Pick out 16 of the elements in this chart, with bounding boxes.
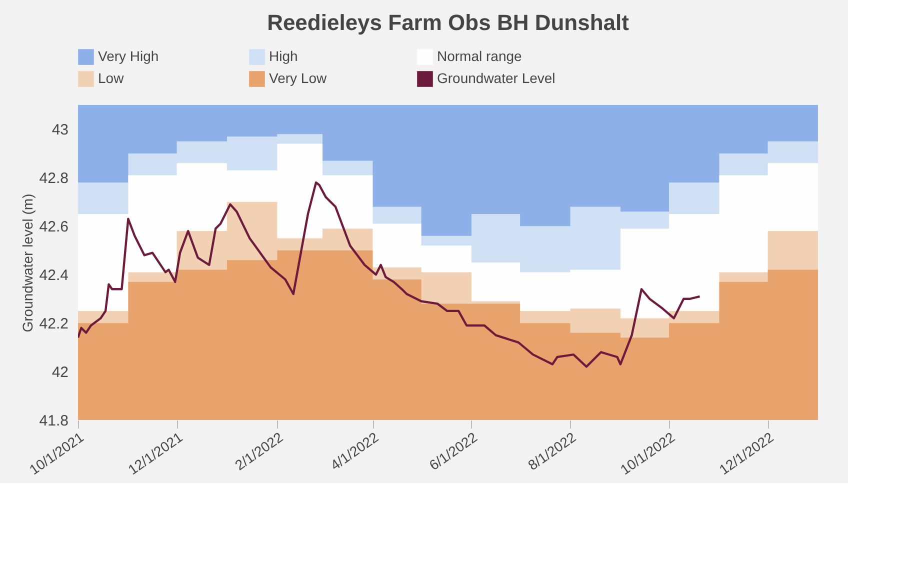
legend-label: High (269, 48, 298, 64)
y-tick-label: 42.6 (39, 218, 68, 236)
legend-label: Groundwater Level (437, 70, 556, 86)
y-tick-label: 43 (52, 122, 68, 139)
chart-title: Reedieleys Farm Obs BH Dunshalt (267, 10, 630, 35)
y-tick-label: 42.8 (39, 170, 68, 188)
y-tick-label: 42.2 (39, 316, 68, 333)
legend-label: Very High (98, 48, 159, 64)
y-axis-title: Groundwater level (m) (19, 194, 36, 332)
y-tick-label: 42.4 (39, 267, 68, 284)
legend-label: Low (98, 70, 125, 86)
legend-label: Very Low (269, 70, 328, 86)
line-series (78, 181, 701, 368)
y-tick-label: 41.8 (39, 412, 68, 430)
legend-label: Normal range (437, 48, 522, 64)
y-tick-label: 42 (52, 364, 68, 382)
